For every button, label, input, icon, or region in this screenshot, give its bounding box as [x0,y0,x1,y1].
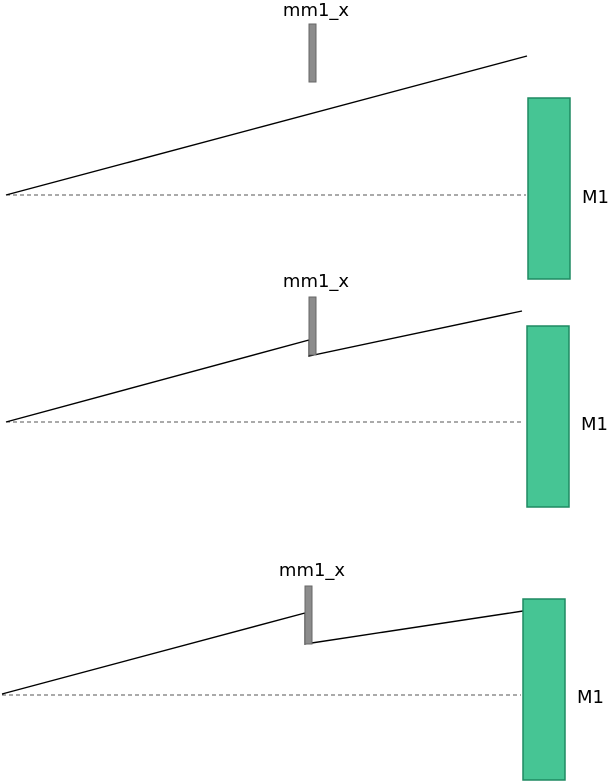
mirror-m1 [522,598,566,781]
mask-label: mm1_x [279,560,346,581]
mask-mm1_x [308,296,317,356]
mirror-m1 [526,325,570,508]
mask-label: mm1_x [283,271,350,292]
panel-2: mm1_x M1 [5,271,608,508]
mirror-label: M1 [581,414,608,435]
mask-label: mm1_x [283,0,350,21]
beam-path [5,310,523,423]
panel-3: mm1_x M1 [1,560,604,781]
beam-path [5,55,528,196]
mirror-label: M1 [582,187,609,208]
mask-mm1_x [304,585,313,645]
panel-1: mm1_x M1 [5,0,609,280]
mask-mm1_x [308,23,317,83]
mirror-label: M1 [577,687,604,708]
mirror-m1 [527,97,571,280]
beam-path [1,610,524,695]
